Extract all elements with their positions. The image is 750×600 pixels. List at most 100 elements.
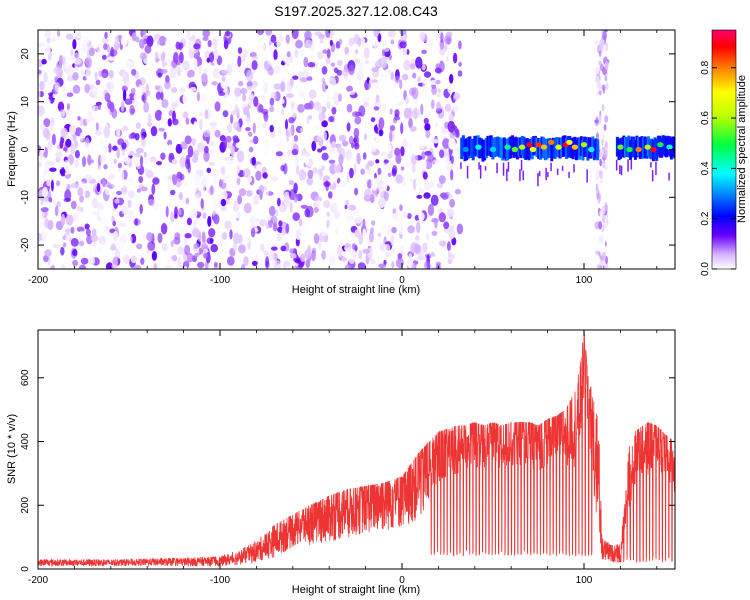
- signal-peak-point: [626, 146, 633, 153]
- heatmap-cell: [153, 262, 158, 269]
- heatmap-cell: [354, 229, 360, 238]
- heatmap-cell: [325, 57, 331, 65]
- heatmap-cell: [70, 238, 79, 247]
- heatmap-cell: [158, 35, 167, 47]
- heatmap-cell: [243, 106, 250, 116]
- heatmap-cell: [322, 49, 328, 54]
- heatmap-cell: [370, 178, 378, 191]
- heatmap-cell: [448, 113, 454, 122]
- heatmap-cell: [230, 110, 236, 116]
- heatmap-cell: [90, 234, 99, 242]
- heatmap-cell: [41, 58, 47, 65]
- heatmap-cell: [399, 185, 403, 196]
- heatmap-cell: [172, 110, 176, 123]
- heatmap-cell: [337, 144, 342, 154]
- heatmap-cell: [395, 174, 403, 184]
- heatmap-cell: [283, 194, 291, 207]
- signal-peak-point: [666, 144, 673, 150]
- heatmap-cell: [107, 99, 112, 110]
- heatmap-cell: [594, 221, 600, 230]
- heatmap-cell: [348, 256, 355, 264]
- heatmap-cell: [233, 180, 238, 188]
- heatmap-cell: [283, 163, 288, 175]
- heatmap-cell: [147, 112, 152, 125]
- heatmap-cell: [262, 122, 267, 129]
- heatmap-cell: [160, 152, 166, 160]
- heatmap-cell: [423, 192, 431, 199]
- heatmap-cell: [443, 227, 452, 234]
- heatmap-cell: [250, 94, 254, 100]
- heatmap-cell: [191, 208, 198, 219]
- heatmap-cell: [182, 93, 189, 105]
- heatmap-cell: [411, 108, 420, 119]
- heatmap-cell: [438, 240, 447, 247]
- heatmap-cell: [60, 213, 66, 226]
- heatmap-cell: [253, 135, 259, 145]
- heatmap-cell: [65, 235, 71, 241]
- heatmap-cell: [390, 248, 395, 253]
- heatmap-cell: [595, 183, 599, 192]
- heatmap-cell: [605, 262, 609, 269]
- heatmap-cell: [300, 204, 309, 209]
- heatmap-cell: [60, 127, 68, 139]
- heatmap-cell: [446, 241, 451, 252]
- heatmap-cell: [232, 242, 237, 252]
- signal-peak-point: [529, 146, 537, 153]
- heatmap-cell: [271, 176, 278, 182]
- heatmap-cell: [423, 117, 429, 125]
- heatmap-cell: [79, 264, 87, 269]
- heatmap-cell: [461, 135, 465, 156]
- heatmap-cell: [403, 59, 411, 71]
- heatmap-cell: [316, 135, 323, 141]
- heatmap-cell: [259, 202, 265, 215]
- heatmap-cell: [221, 232, 228, 240]
- heatmap-cell: [120, 100, 125, 112]
- heatmap-cell: [452, 105, 459, 113]
- heatmap-cell: [135, 147, 144, 154]
- heatmap-cell: [161, 68, 168, 74]
- heatmap-cell: [223, 179, 231, 184]
- heatmap-cell: [420, 103, 424, 115]
- heatmap-cell: [38, 42, 45, 48]
- heatmap-cell: [98, 235, 106, 245]
- heatmap-cell: [449, 193, 453, 200]
- heatmap-cell: [321, 120, 328, 128]
- heatmap-cell: [210, 185, 214, 195]
- heatmap-cell: [599, 90, 602, 96]
- heatmap-cell: [242, 93, 247, 102]
- heatmap-cell: [122, 70, 127, 78]
- heatmap-cell: [427, 203, 434, 216]
- heatmap-cell: [263, 42, 267, 51]
- heatmap-cell: [184, 244, 191, 256]
- heatmap-cell: [617, 139, 621, 161]
- heatmap-cell: [51, 133, 56, 146]
- heatmap-cell: [70, 182, 79, 189]
- heatmap-cell: [77, 187, 84, 197]
- heatmap-cell: [193, 58, 198, 70]
- heatmap-cell: [434, 149, 439, 155]
- heatmap-cell: [305, 39, 313, 49]
- heatmap-cell: [405, 96, 409, 105]
- heatmap-cell: [362, 228, 367, 240]
- heatmap-cell: [424, 261, 431, 269]
- heatmap-cell: [320, 146, 327, 151]
- heatmap-cell: [321, 184, 326, 197]
- heatmap-cell: [238, 68, 242, 74]
- heatmap-cell: [203, 150, 210, 162]
- heatmap-cell: [345, 199, 350, 206]
- heatmap-cell: [213, 201, 219, 210]
- colorbar-tick-label: 0.0: [700, 262, 711, 276]
- y-tick-label: 10: [20, 96, 31, 108]
- heatmap-cell: [520, 159, 523, 171]
- heatmap-cell: [357, 262, 366, 269]
- heatmap-cell: [121, 205, 129, 215]
- y-tick-label: 0: [20, 146, 31, 152]
- heatmap-cell: [430, 194, 439, 206]
- heatmap-cell: [291, 30, 299, 39]
- heatmap-cell: [131, 68, 137, 76]
- heatmap-cell: [146, 35, 154, 48]
- heatmap-cell: [91, 245, 96, 256]
- heatmap-cell: [431, 86, 437, 95]
- heatmap-cell: [95, 101, 102, 106]
- heatmap-cell: [514, 136, 518, 158]
